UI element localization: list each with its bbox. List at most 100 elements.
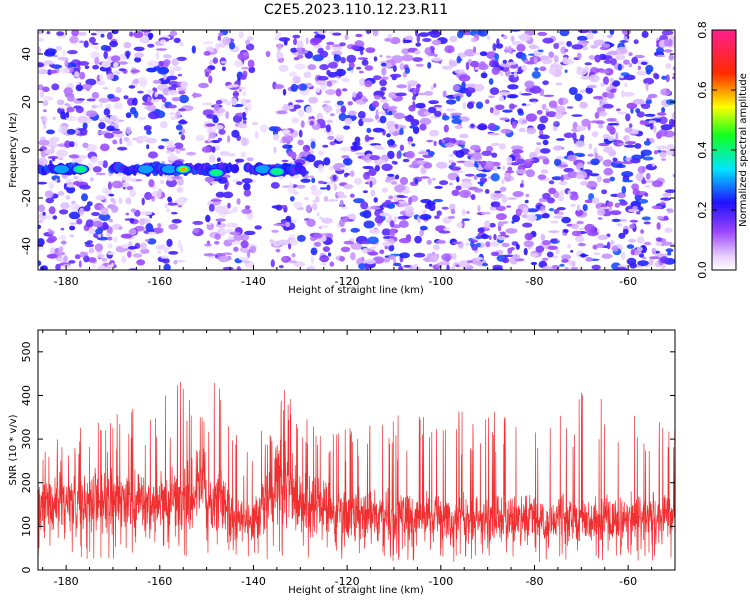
y-tick-label: -20	[20, 189, 33, 207]
spectrogram-speckle-blob	[586, 33, 594, 40]
spectrogram-speckle-blob	[326, 41, 335, 46]
y-tick-label: 200	[20, 472, 33, 493]
spectrogram-speckle-blob	[616, 108, 621, 112]
spectrogram-speckle-blob	[346, 54, 357, 64]
spectrogram-speckle-blob	[81, 83, 93, 90]
spectrogram-speckle-blob	[540, 148, 551, 154]
spectrogram-speckle-blob	[664, 38, 669, 47]
spectrogram-speckle-blob	[499, 186, 507, 192]
spectrogram-speckle-blob	[306, 154, 316, 163]
spectrogram-speckle-blob	[609, 77, 615, 83]
spectrogram-speckle-blob	[507, 61, 517, 65]
spectrogram-speckle-blob	[624, 144, 636, 148]
spectrogram-speckle-blob	[444, 45, 455, 54]
spectrogram-speckle-blob	[130, 208, 137, 213]
spectrogram-speckle-blob	[512, 191, 524, 198]
spectrogram-speckle-blob	[667, 251, 672, 256]
spectrogram-speckle-blob	[412, 126, 420, 135]
spectrogram-speckle-blob	[626, 257, 637, 265]
spectrogram-speckle-blob	[85, 219, 94, 228]
spectrogram-speckle-blob	[389, 37, 401, 45]
spectrogram-speckle-blob	[385, 55, 392, 59]
spectrogram-y-ticks: -40 -20 0 20 40	[20, 47, 675, 255]
spectrogram-speckle-blob	[553, 215, 564, 219]
spectrogram-speckle-blob	[134, 52, 145, 58]
spectrogram-speckle-blob	[553, 55, 559, 63]
spectrogram-speckle-blob	[377, 147, 385, 150]
spectrogram-speckle-blob	[335, 88, 342, 97]
spectrogram-speckle-blob	[221, 252, 233, 256]
spectrogram-speckle-blob	[360, 201, 369, 210]
spectrogram-speckle-blob	[428, 100, 439, 105]
spectrogram-speckle-blob	[203, 51, 211, 56]
spectrogram-speckle-blob	[295, 99, 304, 103]
spectrogram-speckle-blob	[99, 205, 105, 209]
spectrogram-speckle-blob	[481, 150, 493, 156]
spectrogram-speckle-blob	[252, 121, 258, 126]
spectrogram-speckle-blob	[637, 166, 646, 174]
spectrogram-speckle-blob	[576, 35, 588, 42]
spectrogram-speckle-blob	[387, 106, 398, 110]
spectrogram-speckle-blob	[101, 60, 111, 68]
spectrogram-speckle-blob	[484, 220, 491, 229]
spectrogram-speckle-blob	[488, 235, 492, 241]
spectrogram-speckle-blob	[636, 246, 643, 252]
spectrogram-speckle-blob	[69, 234, 75, 238]
spectrogram-speckle-blob	[322, 246, 330, 253]
spectrogram-speckle-blob	[536, 45, 540, 51]
spectrogram-speckle-blob	[119, 137, 123, 145]
spectrogram-speckle-blob	[50, 136, 60, 143]
spectrogram-speckle-blob	[477, 205, 481, 212]
spectrogram-speckle-blob	[330, 113, 335, 117]
spectrogram-speckle-blob	[567, 154, 577, 162]
spectrogram-speckle-blob	[347, 219, 354, 222]
spectrogram-speckle-blob	[289, 196, 295, 202]
spectrogram-speckle-blob	[242, 260, 250, 264]
spectrogram-speckle-blob	[448, 153, 454, 157]
spectrogram-speckle-blob	[246, 36, 254, 41]
spectrogram-speckle-blob	[618, 232, 626, 239]
spectrogram-y-label: Frequency (Hz)	[8, 112, 19, 188]
spectrogram-speckle-blob	[244, 205, 251, 210]
spectrogram-speckle-blob	[297, 54, 304, 59]
spectrogram-speckle-blob	[57, 126, 70, 134]
spectrogram-speckle-blob	[275, 248, 281, 253]
spectrogram-speckle-blob	[365, 47, 376, 53]
spectrogram-speckle-blob	[111, 205, 119, 213]
spectrogram-speckle-blob	[167, 202, 178, 206]
spectrogram-speckle-blob	[66, 107, 75, 113]
spectrogram-speckle-blob	[536, 109, 543, 115]
spectrogram-speckle-blob	[615, 132, 619, 141]
spectrogram-speckle-blob	[510, 35, 515, 42]
spectrogram-speckle-blob	[470, 240, 475, 248]
spectrogram-speckle-blob	[520, 93, 532, 96]
x-tick-label: -100	[428, 275, 453, 288]
spectrogram-speckle-blob	[427, 106, 437, 114]
spectrogram-speckle-blob	[632, 221, 636, 225]
spectrogram-speckle-blob	[564, 266, 569, 270]
spectrogram-speckle-blob	[118, 68, 127, 72]
spectrogram-speckle-blob	[381, 187, 388, 193]
spectrogram-speckle-blob	[341, 155, 350, 159]
spectrogram-speckle-blob	[484, 99, 490, 104]
colorbar: 0.0 0.2 0.4 0.6 0.8 Normalized spectral ampl…	[696, 21, 749, 279]
spectrogram-speckle-blob	[176, 186, 184, 193]
spectrogram-speckle-blob	[542, 192, 551, 200]
spectrogram-speckle-blob	[328, 165, 334, 171]
spectrogram-speckle-blob	[107, 243, 113, 249]
spectrogram-speckle-blob	[464, 87, 476, 94]
spectrogram-speckle-blob	[139, 218, 145, 226]
spectrogram-speckle-blob	[381, 163, 393, 171]
spectrogram-speckle-blob	[138, 77, 148, 85]
spectrogram-speckle-blob	[339, 199, 344, 208]
spectrogram-speckle-blob	[603, 167, 614, 176]
spectrogram-speckle-blob	[635, 172, 644, 182]
spectrogram-speckle-blob	[289, 182, 294, 189]
spectrogram-speckle-blob	[427, 177, 432, 185]
spectrogram-speckle-blob	[68, 154, 80, 159]
spectrogram-speckle-blob	[576, 204, 581, 212]
spectrogram-speckle-blob	[407, 136, 414, 143]
spectrogram-speckle-blob	[43, 109, 47, 113]
spectrogram-speckle-blob	[290, 47, 298, 53]
spectrogram-speckle-blob	[510, 247, 515, 251]
